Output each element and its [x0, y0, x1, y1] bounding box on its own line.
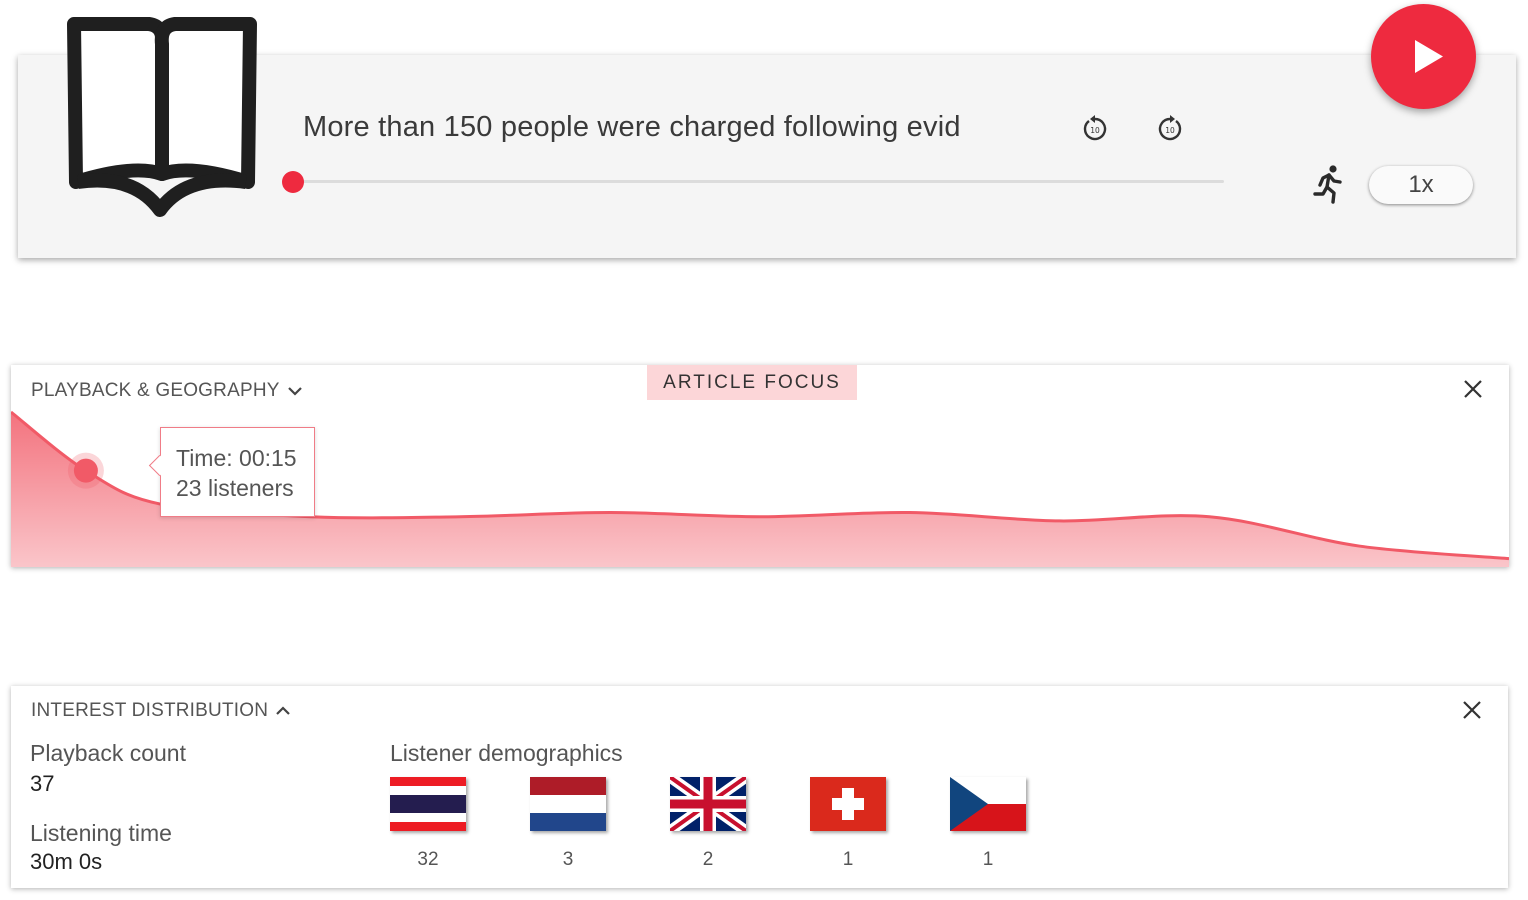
country-item-switzerland: 1	[810, 777, 886, 871]
article-title: More than 150 people were charged follow…	[303, 111, 961, 143]
playback-count-label: Playback count	[30, 740, 186, 766]
forward-10-icon[interactable]: 10	[1155, 114, 1185, 144]
country-count: 3	[562, 849, 574, 870]
chevron-up-icon	[276, 706, 290, 715]
play-button[interactable]	[1371, 4, 1476, 109]
country-item-thailand: 32	[390, 777, 466, 871]
country-item-czech: 1	[950, 777, 1026, 871]
country-count: 2	[702, 849, 714, 870]
chart-area	[11, 412, 1509, 567]
audio-player	[18, 55, 1516, 258]
progress-track[interactable]	[292, 180, 1224, 183]
interest-distribution-panel: INTEREST DISTRIBUTION Playback count 37 …	[11, 686, 1508, 888]
close-icon[interactable]	[1461, 377, 1485, 401]
playback-geography-panel: PLAYBACK & GEOGRAPHY ARTICLE FOCUS Time:…	[11, 365, 1509, 567]
book-icon	[67, 17, 257, 217]
listening-time-value: 30m 0s	[30, 849, 103, 874]
svg-text:10: 10	[1090, 126, 1100, 135]
progress-thumb[interactable]	[282, 171, 304, 193]
panel-title: INTEREST DISTRIBUTION	[31, 700, 269, 721]
czech-flag	[950, 777, 1026, 831]
replay-10-icon[interactable]: 10	[1080, 114, 1110, 144]
country-count: 1	[982, 849, 994, 870]
close-icon[interactable]	[1460, 698, 1484, 722]
country-item-uk: 2	[670, 777, 746, 871]
chart-point-highlight[interactable]	[73, 458, 98, 483]
playback-speed-button[interactable]: 1x	[1369, 166, 1473, 204]
svg-text:10: 10	[1165, 126, 1175, 135]
chevron-down-icon	[287, 387, 302, 396]
playback-count-value: 37	[30, 771, 55, 796]
tooltip-listeners: 23 listeners	[176, 475, 294, 501]
uk-flag	[670, 777, 746, 831]
listening-time-label: Listening time	[30, 820, 172, 846]
playback-geography-toggle[interactable]: PLAYBACK & GEOGRAPHY	[31, 380, 304, 402]
listener-demographics-label: Listener demographics	[390, 740, 623, 766]
country-item-netherlands: 3	[530, 777, 606, 871]
thailand-flag	[390, 777, 466, 831]
play-icon	[1415, 40, 1443, 73]
country-count: 32	[417, 849, 439, 870]
tooltip-time: Time: 00:15	[176, 445, 297, 471]
switzerland-flag	[810, 777, 886, 831]
panel-title: PLAYBACK & GEOGRAPHY	[31, 380, 280, 401]
runner-icon	[1313, 165, 1342, 204]
netherlands-flag	[530, 777, 606, 831]
article-focus-tag[interactable]: ARTICLE FOCUS	[647, 365, 857, 400]
interest-distribution-toggle[interactable]: INTEREST DISTRIBUTION	[31, 700, 292, 722]
chart-tooltip: Time: 00:15 23 listeners	[148, 427, 315, 517]
country-count: 1	[842, 849, 854, 870]
